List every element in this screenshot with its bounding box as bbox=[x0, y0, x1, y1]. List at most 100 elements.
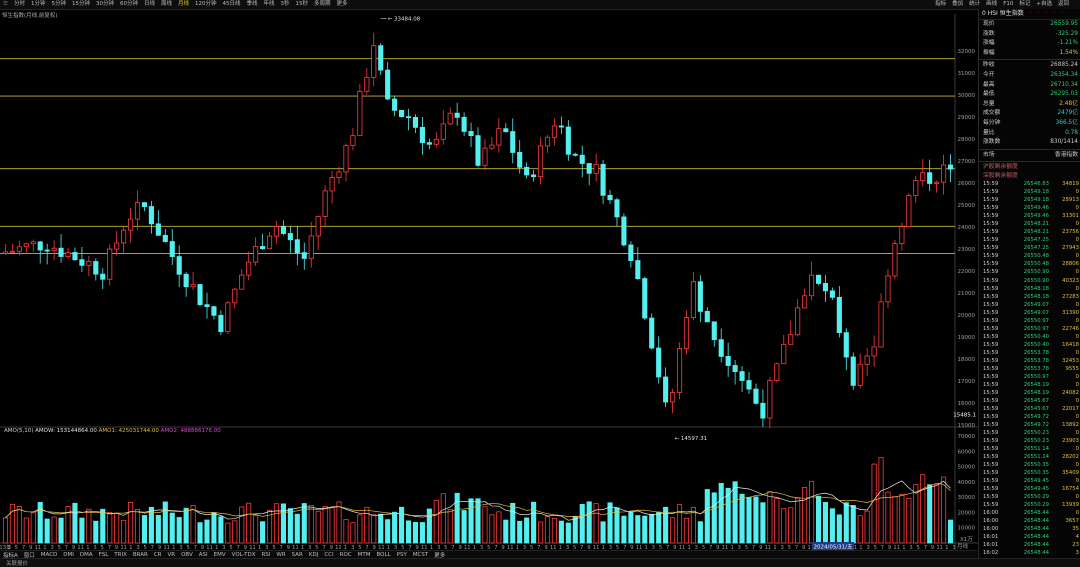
period-tab[interactable]: 3秒 bbox=[280, 1, 290, 7]
candle-body bbox=[489, 144, 495, 149]
tick-row: 15:59 26550.90 0 bbox=[979, 268, 1080, 276]
toolbar-right-item[interactable]: 叠加 bbox=[952, 1, 964, 7]
period-tab[interactable]: 60分钟 bbox=[119, 1, 138, 7]
tick-price: 26550.48 bbox=[1023, 261, 1049, 268]
tick-time: 15:59 bbox=[983, 413, 999, 420]
indicator-tab[interactable]: ASI bbox=[198, 552, 208, 558]
period-tab[interactable]: 30分钟 bbox=[95, 1, 114, 7]
indicator-tab[interactable]: VOL-TDX bbox=[231, 552, 256, 558]
volume-bar bbox=[517, 520, 523, 544]
toolbar-right-item[interactable]: 返回 bbox=[1057, 1, 1069, 7]
toolbar-right-item[interactable]: F10 bbox=[1003, 1, 1014, 7]
indicator-tab[interactable]: 窗口 bbox=[23, 553, 35, 559]
indicator-tab[interactable]: 指标A bbox=[3, 553, 18, 559]
x-tick-label: 11 bbox=[335, 545, 342, 550]
toolbar-right-item[interactable]: 画线 bbox=[986, 1, 998, 7]
tick-row: 15:59 26550.23 23903 bbox=[979, 437, 1080, 445]
volume-bar bbox=[899, 493, 905, 544]
candle-body bbox=[385, 69, 391, 100]
tick-price: 26549.07 bbox=[1023, 301, 1049, 308]
x-tick-label: 9 bbox=[330, 545, 333, 550]
volume-bar bbox=[134, 509, 141, 544]
tick-time: 15:59 bbox=[983, 277, 999, 284]
period-tab[interactable]: 5分钟 bbox=[51, 1, 66, 7]
quote-label: 涨幅 bbox=[983, 40, 995, 47]
indicator-tab[interactable]: PSY bbox=[396, 552, 407, 558]
tick-price: 26550.90 bbox=[1023, 269, 1049, 276]
kline-chart[interactable]: 32000 31000 30000 29000 28000 27000 26000 25000… bbox=[0, 0, 978, 550]
tick-time: 16:02 bbox=[983, 557, 1009, 558]
indicator-tab[interactable]: 更多 bbox=[434, 553, 446, 559]
candle-body bbox=[225, 302, 231, 333]
x-tick-label: 1 bbox=[430, 545, 433, 550]
indicator-tab[interactable]: MTM bbox=[357, 552, 371, 558]
toolbar-right-item[interactable]: +自选 bbox=[1036, 1, 1052, 7]
indicator-tab[interactable]: TRIX bbox=[114, 552, 127, 558]
indicator-tab[interactable]: WR bbox=[276, 552, 286, 558]
indicator-tab[interactable]: BOLL bbox=[376, 552, 391, 558]
candle-body bbox=[732, 365, 738, 373]
candle-body bbox=[808, 274, 815, 297]
indicator-tab[interactable]: RSI bbox=[261, 552, 271, 558]
period-tab[interactable]: 120分钟 bbox=[195, 1, 217, 7]
period-tab[interactable]: 1分钟 bbox=[30, 1, 46, 7]
volume-bar bbox=[266, 509, 273, 544]
volume-bar bbox=[607, 502, 613, 544]
indicator-tab[interactable]: KDJ bbox=[308, 552, 319, 558]
indicator-tab[interactable]: MACD bbox=[40, 552, 58, 558]
indicator-tab[interactable]: BRAR bbox=[132, 552, 148, 558]
volume-bar bbox=[30, 512, 36, 544]
indicator-tab[interactable]: DMA bbox=[79, 552, 93, 558]
tick-row: 15:59 26545.67 0 bbox=[979, 397, 1080, 405]
x-tick-label: 7 bbox=[108, 545, 111, 550]
candle-body bbox=[308, 235, 314, 259]
volume-legend: AMO(5,10) AMOW: 153144864.00 AMO1: 42503… bbox=[4, 428, 221, 434]
indicator-tab[interactable]: ROC bbox=[339, 552, 352, 558]
volume-bar bbox=[253, 515, 259, 544]
volume-bar bbox=[815, 495, 822, 544]
menu-icon[interactable]: ☰ bbox=[3, 1, 8, 7]
volume-bar bbox=[892, 496, 898, 544]
period-tab[interactable]: 月线 bbox=[177, 1, 189, 7]
candle-body bbox=[336, 171, 342, 178]
tick-price: 26548.18 bbox=[1023, 293, 1049, 300]
candle-body bbox=[426, 142, 432, 145]
volume-bar bbox=[489, 514, 495, 544]
tick-time: 15:59 bbox=[983, 213, 999, 220]
x-tick-label: 1 bbox=[859, 545, 862, 550]
x-tick-label: 7 bbox=[795, 545, 798, 550]
volume-bar bbox=[23, 517, 29, 544]
period-tab[interactable]: 45日线 bbox=[222, 1, 241, 7]
indicator-tab[interactable]: OBV bbox=[181, 552, 193, 558]
indicator-tab[interactable]: FSL bbox=[98, 552, 109, 558]
period-tab[interactable]: 周线 bbox=[160, 1, 172, 7]
period-tab[interactable]: 15分钟 bbox=[71, 1, 90, 7]
price-tick-label: 24000 bbox=[958, 225, 976, 231]
indicator-tab[interactable]: EMV bbox=[213, 552, 226, 558]
period-tab[interactable]: 季线 bbox=[246, 1, 258, 7]
period-tab[interactable]: 日线 bbox=[143, 1, 155, 7]
candle-body bbox=[544, 136, 551, 147]
toolbar-right-item[interactable]: 标记 bbox=[1019, 1, 1031, 7]
candle-body bbox=[419, 126, 425, 144]
period-tab[interactable]: 分时 bbox=[13, 1, 25, 7]
period-tab[interactable]: 年线 bbox=[263, 1, 275, 7]
indicator-tab[interactable]: MCST bbox=[412, 552, 429, 558]
candle-body bbox=[392, 98, 398, 111]
indicator-tab[interactable]: CR bbox=[153, 552, 162, 558]
indicator-tab[interactable]: VR bbox=[167, 552, 176, 558]
x-tick-label: 3 bbox=[781, 545, 784, 550]
period-tab[interactable]: 多周期 bbox=[314, 1, 331, 7]
period-tab[interactable]: 15秒 bbox=[295, 1, 309, 7]
period-tab[interactable]: 更多 bbox=[336, 1, 348, 7]
indicator-tabbar: 指标A 窗口 MACD DMI DMA FSL TRIX BRAR CR VR OBV ASI EMV V… bbox=[0, 550, 977, 559]
tick-list[interactable]: 15:59 26546.83 34819 15:59 26549.18 0 15:59 265… bbox=[979, 180, 1080, 558]
indicator-tab[interactable]: DMI bbox=[63, 552, 74, 558]
indicator-tab[interactable]: CCI bbox=[324, 552, 334, 558]
x-tick-label: 11 bbox=[249, 545, 256, 550]
volume-bar bbox=[107, 512, 113, 544]
indicator-tab[interactable]: SAR bbox=[291, 552, 303, 558]
toolbar-right-item[interactable]: 统计 bbox=[969, 1, 981, 7]
toolbar-right-item[interactable]: 指标 bbox=[935, 1, 947, 7]
x-tick-label: 5 bbox=[530, 545, 533, 550]
